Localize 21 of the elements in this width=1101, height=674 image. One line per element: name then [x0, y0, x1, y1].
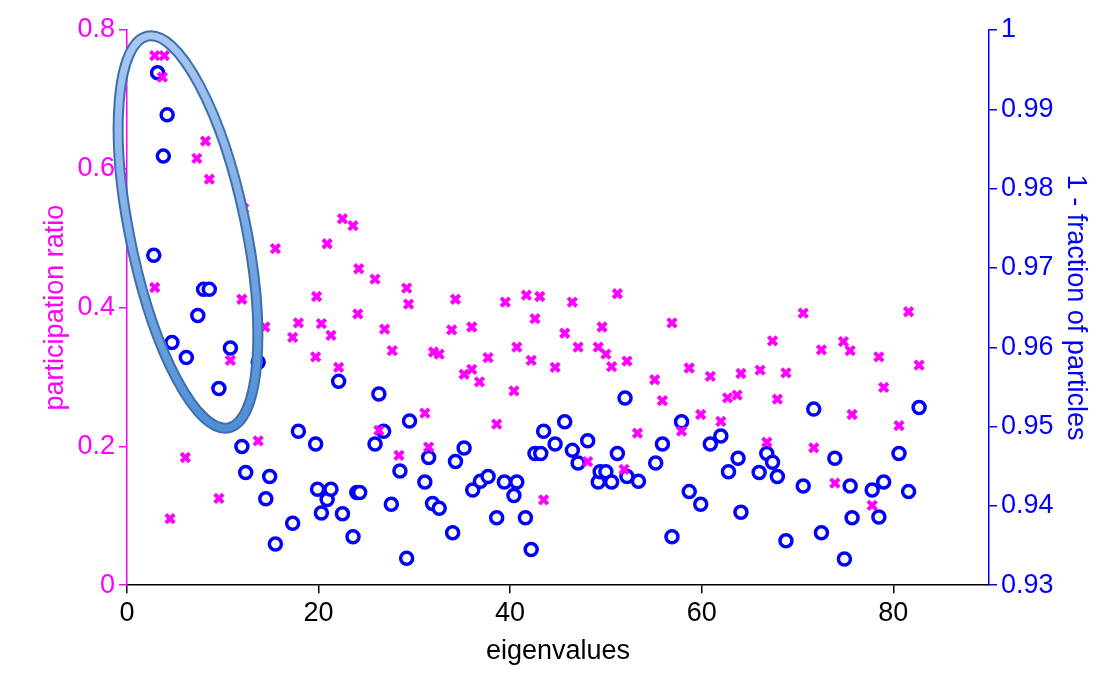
y2-tick-label: 0.96 — [1001, 330, 1054, 361]
x-axis-title: eigenvalues — [485, 635, 631, 666]
x-tick-label: 80 — [878, 596, 909, 627]
y-tick-label: 0.4 — [77, 291, 115, 322]
x-tick-label: 0 — [119, 596, 135, 627]
x-tick-label: 20 — [303, 596, 334, 627]
y2-axis-title: 1 - fraction of particles — [1062, 174, 1093, 441]
y-tick-label: 0 — [99, 568, 115, 599]
y-tick-label: 0.8 — [77, 13, 115, 44]
x-tick-label: 40 — [495, 596, 526, 627]
y-tick-label: 0.2 — [77, 429, 115, 460]
y2-tick-label: 0.98 — [1001, 172, 1054, 203]
y2-tick-label: 0.95 — [1001, 410, 1054, 441]
y2-tick-label: 1 — [1001, 13, 1017, 44]
y2-tick-label: 0.94 — [1001, 489, 1054, 520]
y-axis-title: participation ratio — [38, 204, 69, 411]
x-tick-label: 60 — [686, 596, 717, 627]
y-tick-label: 0.6 — [77, 152, 115, 183]
y2-tick-label: 0.97 — [1001, 251, 1054, 282]
y2-tick-label: 0.99 — [1001, 92, 1054, 123]
y2-tick-label: 0.93 — [1001, 568, 1054, 599]
